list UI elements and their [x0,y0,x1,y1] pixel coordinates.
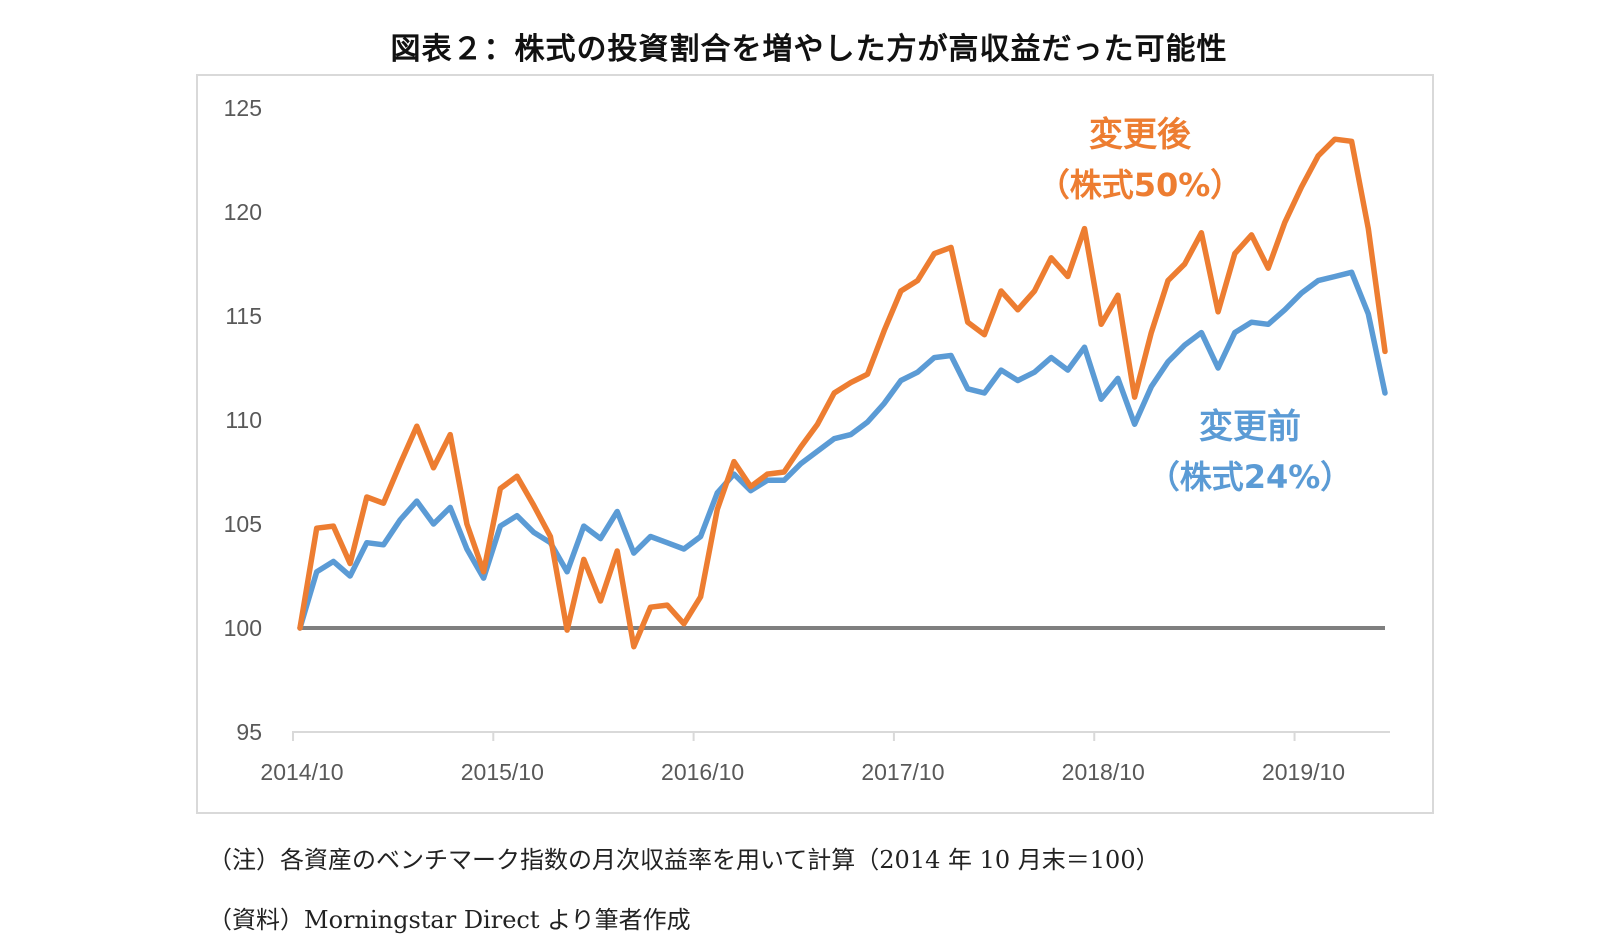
x-tick-label: 2017/10 [861,759,944,785]
x-tick-label: 2014/10 [260,759,343,785]
y-tick-label: 95 [236,719,262,745]
footnote-source: （資料）Morningstar Direct より筆者作成 [208,906,691,934]
y-tick-label: 115 [225,303,262,329]
x-tick-label: 2018/10 [1062,759,1145,785]
series-lines [297,136,1388,650]
series-label-before-sub: （株式24%） [1148,458,1353,496]
y-tick-label: 105 [224,511,262,537]
chart-frame [196,74,1434,814]
series-label-after-sub: （株式50%） [1038,166,1243,204]
y-tick-label: 120 [224,199,262,225]
x-tick-label: 2016/10 [661,759,744,785]
series-labels: 変更後 （株式50%） 変更前 （株式24%） [1038,115,1353,496]
chart-title: 図表２：株式の投資割合を増やした方が高収益だった可能性 [390,32,1228,67]
y-tick-label: 110 [225,407,262,433]
x-tick-label: 2015/10 [461,759,544,785]
y-axis-ticks: 95 100 105 110 115 120 125 [224,95,262,745]
series-line-before [297,269,1388,631]
series-label-before-name: 変更前 [1199,407,1301,447]
footnote-note: （注）各資産のベンチマーク指数の月次収益率を用いて計算（2014 年 10 月末… [208,846,1160,874]
series-label-after-name: 変更後 [1089,115,1192,155]
y-tick-label: 125 [224,95,262,121]
series-line-after [297,136,1388,650]
x-tick-label: 2019/10 [1262,759,1345,785]
y-tick-label: 100 [224,615,262,641]
x-axis-ticks: 2014/10 2015/10 2016/10 2017/10 2018/10 2019/… [260,732,1345,785]
